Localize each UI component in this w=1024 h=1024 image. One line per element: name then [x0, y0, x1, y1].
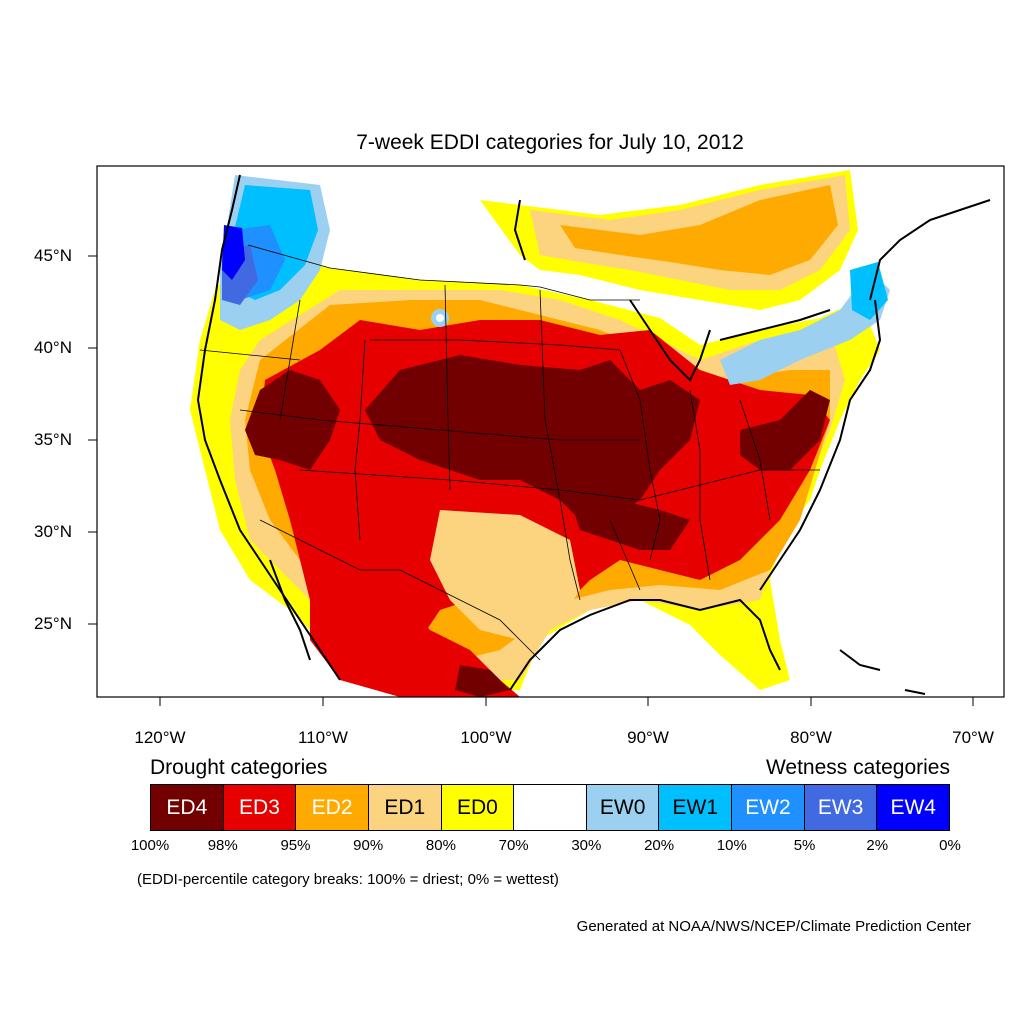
lon-ticks	[159, 697, 974, 706]
lon-label-70: 70°W	[952, 728, 994, 747]
region-ed2-north	[560, 185, 838, 275]
legend-box-ew0: EW0	[586, 785, 660, 830]
legend-box-ed3: ED3	[223, 785, 297, 830]
legend-box-ew2: EW2	[732, 785, 805, 830]
region-ew1-ne	[850, 262, 888, 320]
legend-box-ed4: ED4	[151, 785, 224, 830]
lon-label-100: 100°W	[460, 728, 512, 747]
region-ew4-pnw	[222, 225, 245, 280]
legend-box-neutral	[514, 785, 587, 830]
legend-break-label: 10%	[716, 837, 747, 854]
region-ed4-east	[740, 390, 830, 470]
lat-label-35: 35°N	[34, 430, 72, 449]
legend-break-label: 100%	[130, 837, 170, 854]
legend-box-ew4: EW4	[877, 785, 950, 830]
credit-line: Generated at NOAA/NWS/NCEP/Climate Predi…	[576, 918, 971, 935]
legend-break-label: 80%	[425, 837, 456, 854]
legend-break-label: 20%	[644, 837, 675, 854]
legend-colorbar: ED4 ED3 ED2 ED1 ED0 EW0 EW1 EW2 EW3 EW4	[150, 784, 950, 831]
wetness-heading: Wetness categories	[765, 756, 950, 779]
region-ed1-texas	[430, 510, 580, 640]
region-ed4-west	[245, 370, 340, 470]
political-borders	[199, 244, 820, 661]
lon-label-110: 110°W	[298, 728, 348, 747]
legend-break-label: 5%	[793, 837, 816, 854]
lat-label-30: 30°N	[34, 522, 72, 541]
lat-label-40: 40°N	[34, 338, 72, 357]
region-ed4-mexico	[455, 665, 510, 697]
legend-break-label: 95%	[280, 837, 311, 854]
legend-box-ew3: EW3	[804, 785, 878, 830]
legend-break-label: 2%	[866, 837, 889, 854]
legend-box-ed2: ED2	[296, 785, 369, 830]
lat-ticks	[88, 255, 97, 625]
drought-heading: Drought categories	[150, 756, 328, 779]
legend-break-label: 98%	[207, 837, 238, 854]
legend-break-label: 90%	[353, 837, 384, 854]
region-ed4-south	[570, 500, 690, 550]
legend-box-ew1: EW1	[659, 785, 733, 830]
lon-label-120: 120°W	[134, 728, 186, 747]
legend-box-ed1: ED1	[368, 785, 442, 830]
lat-label-25: 25°N	[34, 614, 72, 633]
lon-label-90: 90°W	[627, 728, 669, 747]
legend-break-label: 0%	[939, 837, 961, 854]
legend-break-label: 70%	[498, 837, 529, 854]
lat-label-45: 45°N	[34, 246, 72, 265]
legend-note: (EDDI-percentile category breaks: 100% =…	[137, 871, 559, 888]
legend-box-ed0: ED0	[441, 785, 515, 830]
map-frame	[96, 165, 1005, 698]
legend-break-label: 30%	[571, 837, 602, 854]
coastlines	[196, 174, 991, 695]
lon-label-80: 80°W	[790, 728, 832, 747]
region-ew-ne	[720, 270, 890, 385]
map-title: 7-week EDDI categories for July 10, 2012	[356, 131, 744, 154]
